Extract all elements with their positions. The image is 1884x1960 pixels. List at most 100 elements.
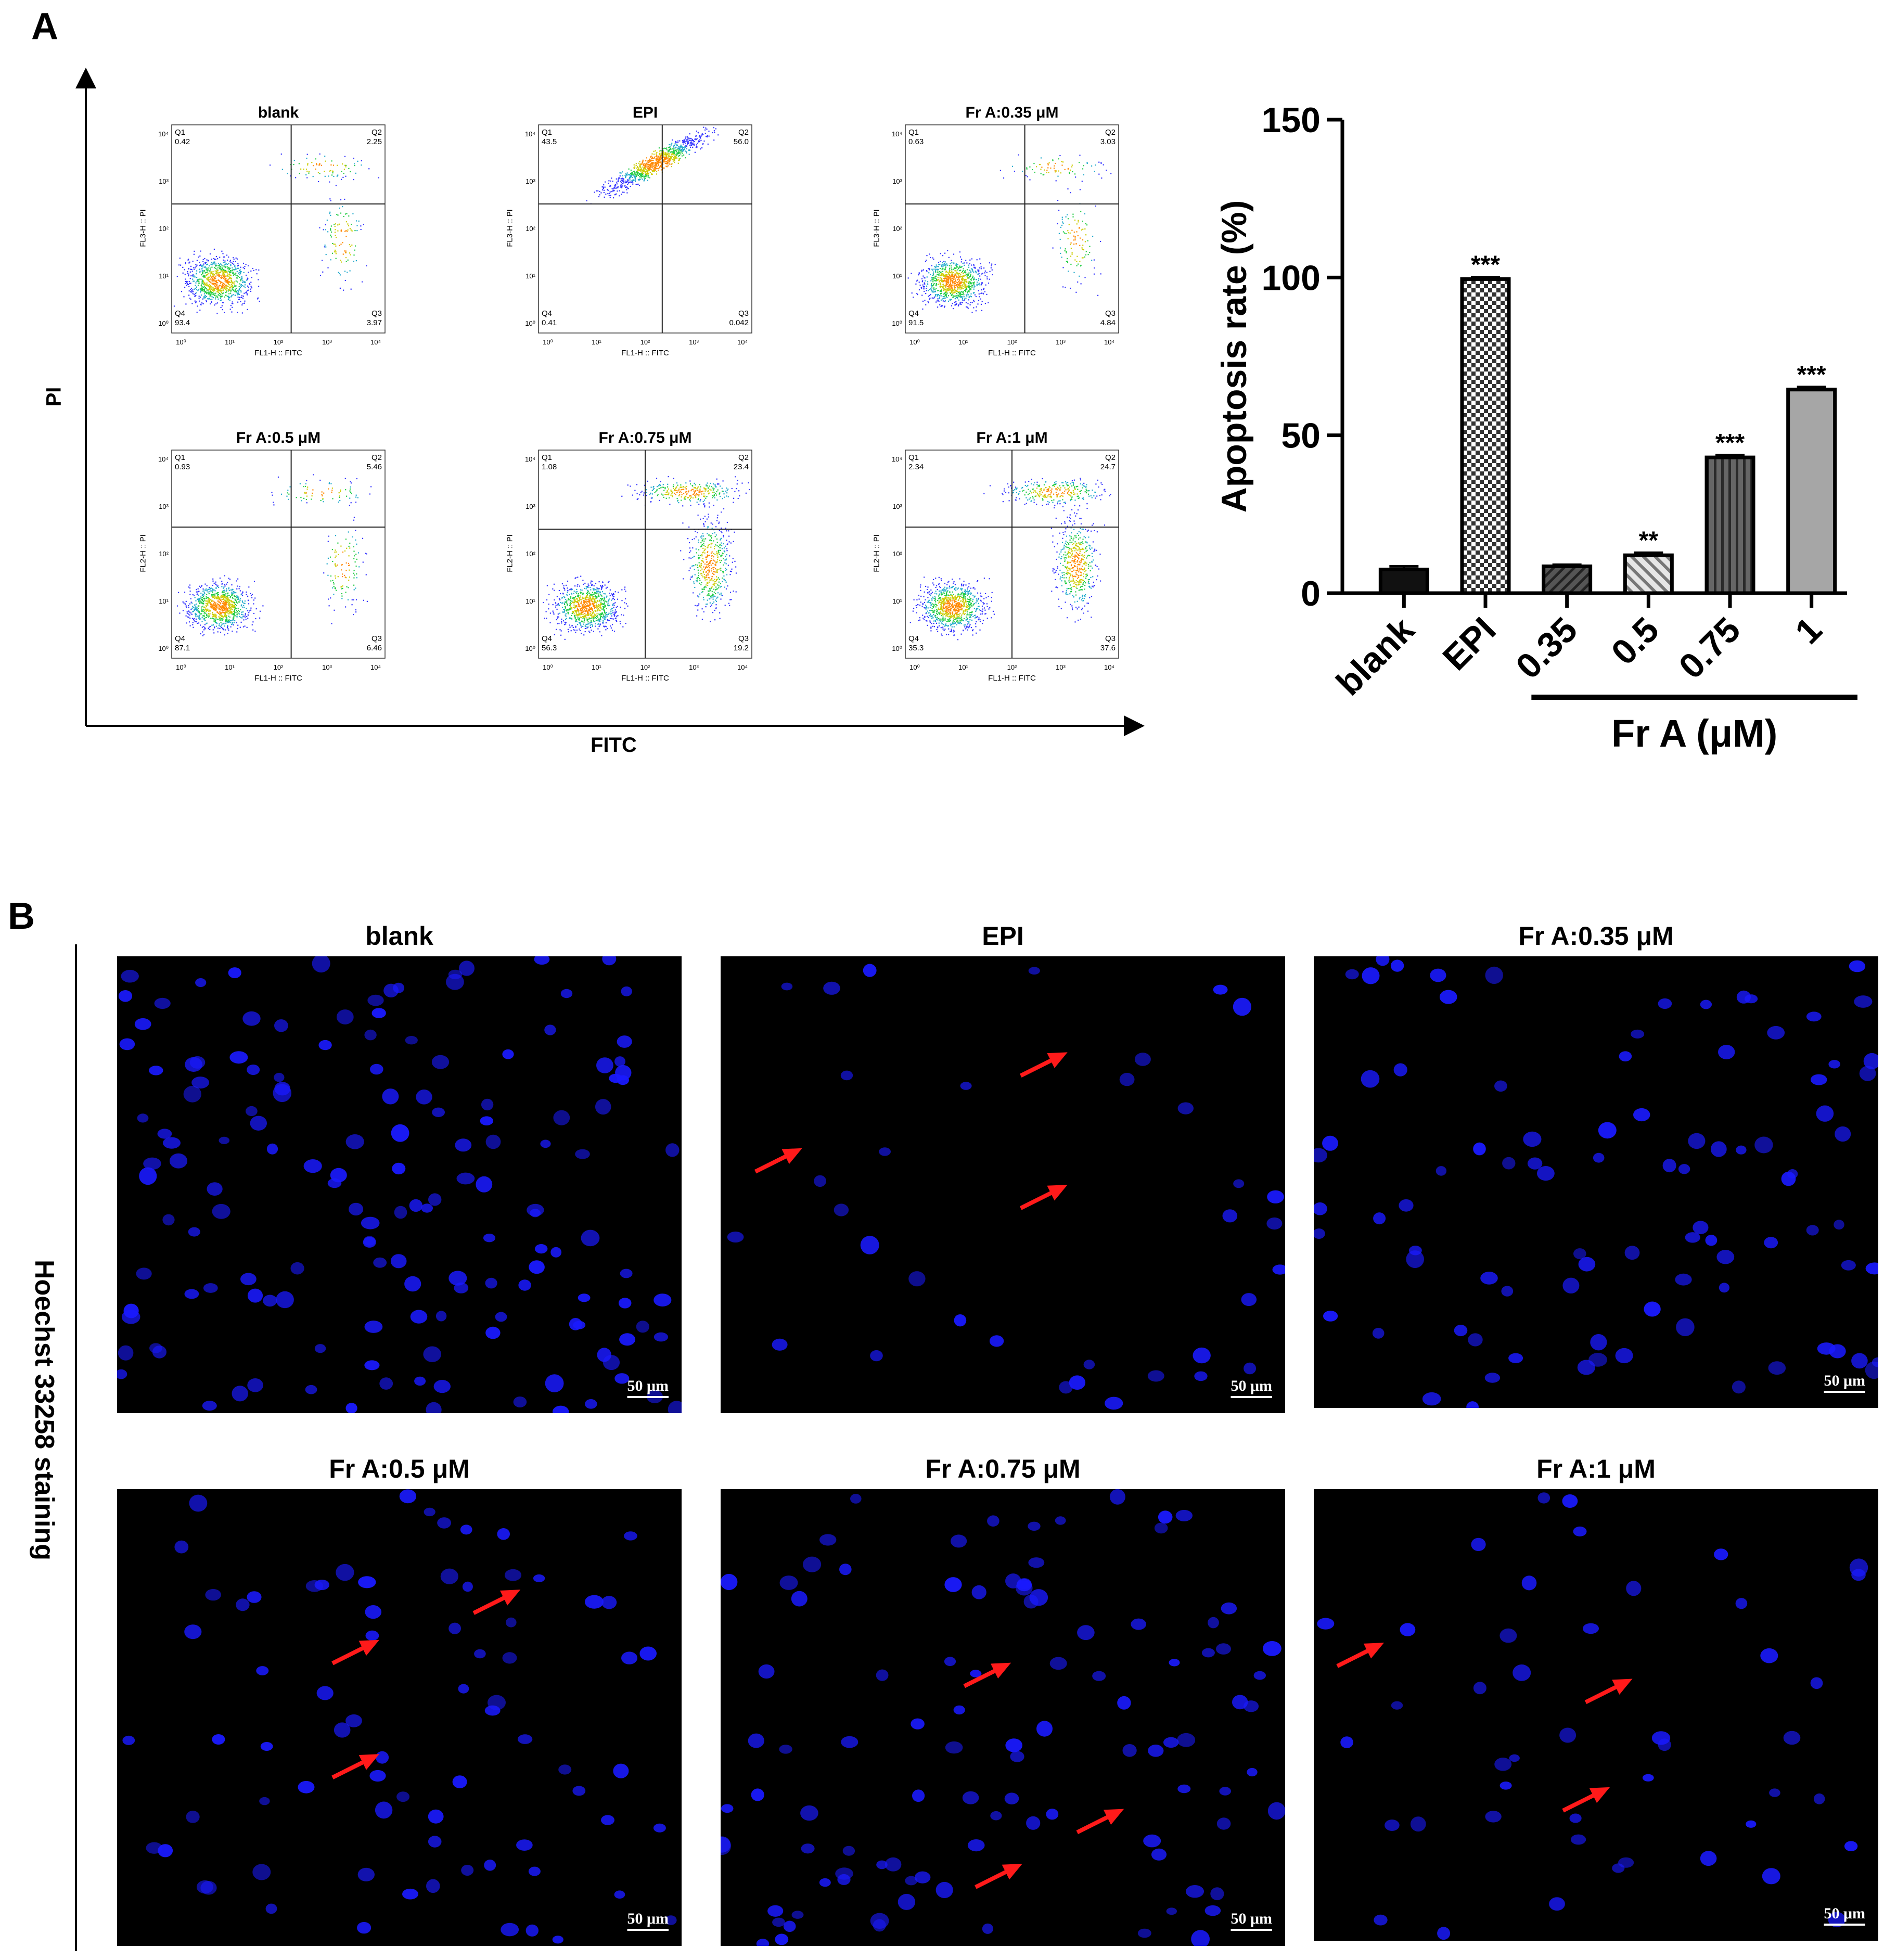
quadrant-name: Q1 <box>175 453 186 462</box>
flow-plot-canvas: 10⁰ 10⁰ 10¹ 10¹ 10² 10² 10³ 10³ 10⁴ 10⁴ <box>158 450 386 671</box>
nucleus <box>653 1293 672 1306</box>
nucleus <box>1626 1581 1642 1596</box>
nucleus <box>819 1534 837 1546</box>
significance-label: *** <box>1715 429 1745 457</box>
nucleus <box>987 1515 999 1527</box>
flow-y-tick-label: 10⁴ <box>892 455 902 463</box>
nucleus <box>1029 1589 1048 1606</box>
nucleus <box>361 1216 380 1229</box>
nucleus <box>1480 1272 1498 1285</box>
nucleus <box>136 1267 152 1280</box>
quadrant-value: 3.03 <box>1100 137 1116 146</box>
nucleus <box>357 1867 375 1881</box>
nucleus <box>1768 1361 1786 1375</box>
nucleus <box>391 1124 409 1142</box>
quadrant-value: 0.042 <box>729 318 749 327</box>
flow-x-tick-label: 10³ <box>689 338 699 346</box>
nucleus <box>767 1905 784 1917</box>
quadrant-value: 87.1 <box>175 644 190 652</box>
flow-y-tick-label: 10⁴ <box>892 130 902 138</box>
flow-plot-title: EPI <box>632 104 658 121</box>
flow-y-tick-label: 10⁰ <box>158 645 169 652</box>
nucleus <box>1436 1166 1447 1176</box>
nucleus <box>1267 1190 1284 1203</box>
nucleus <box>474 1649 486 1659</box>
nucleus <box>1523 1131 1542 1147</box>
nucleus <box>1863 1053 1878 1070</box>
nucleus <box>452 1775 467 1788</box>
nucleus <box>621 986 632 996</box>
nucleus <box>448 1271 467 1286</box>
nucleus <box>118 990 133 1002</box>
nucleus <box>613 1763 629 1778</box>
nucleus <box>1624 1246 1640 1260</box>
nucleus <box>569 1318 582 1330</box>
nucleus <box>1513 1664 1531 1681</box>
quadrant-label-q1: Q1 2.34 <box>908 453 940 472</box>
nucleus <box>1137 1928 1151 1938</box>
nucleus <box>373 1257 387 1268</box>
nucleus <box>137 1113 149 1123</box>
quadrant-label-q2: Q2 5.46 <box>351 453 382 472</box>
quadrant-value: 23.4 <box>733 463 749 471</box>
flow-plot: Fr A:1 μM 10⁰ 10⁰ 10¹ 10¹ 10² 10² 10³ 10³ 10⁴ 10⁴ Q… <box>873 429 1129 705</box>
nucleus <box>544 1024 556 1035</box>
nucleus <box>154 997 171 1009</box>
nucleus <box>585 1399 597 1409</box>
nucleus <box>247 1378 263 1392</box>
quadrant-value: 0.41 <box>542 318 557 327</box>
nucleus <box>1562 1494 1578 1508</box>
flow-plot: Fr A:0.5 μM 10⁰ 10⁰ 10¹ 10¹ 10² 10² 10³ 10³ 10⁴ 10… <box>139 429 395 705</box>
quadrant-value: 35.3 <box>908 644 924 652</box>
quadrant-name: Q3 <box>371 309 382 318</box>
quadrant-label-q2: Q2 3.03 <box>1084 128 1116 147</box>
quadrant-name: Q2 <box>371 453 382 462</box>
nucleus <box>665 1143 680 1157</box>
flow-x-tick-label: 10⁰ <box>909 663 920 671</box>
nucleus <box>274 1082 290 1096</box>
nucleus <box>914 1871 931 1884</box>
nucleus <box>409 1199 422 1212</box>
nucleus <box>1710 1141 1727 1157</box>
nucleus <box>1026 1816 1041 1830</box>
quadrant-name: Q3 <box>738 309 749 318</box>
nucleus <box>426 1402 442 1413</box>
nucleus <box>1844 1841 1858 1851</box>
nucleus <box>1494 1080 1507 1092</box>
nucleus <box>480 1116 493 1125</box>
nucleus <box>1466 1401 1479 1408</box>
nucleus <box>513 1397 527 1407</box>
nucleus <box>363 1237 376 1248</box>
nucleus <box>247 1288 263 1303</box>
flow-y-tick-label: 10⁴ <box>525 455 535 463</box>
nucleus <box>431 1055 450 1069</box>
nucleus <box>518 1279 531 1291</box>
nucleus <box>367 994 384 1006</box>
nucleus <box>414 1376 426 1386</box>
nucleus <box>502 1049 514 1059</box>
nucleus <box>446 973 464 990</box>
nucleus <box>330 1168 347 1183</box>
nucleus <box>189 1494 208 1512</box>
nucleus <box>143 1157 161 1170</box>
nucleus <box>1345 969 1359 980</box>
nucleus <box>485 1134 501 1149</box>
nucleus <box>428 1193 442 1206</box>
hoechst-panel-title: Fr A:0.35 μM <box>1518 921 1674 951</box>
nucleus <box>876 1860 888 1869</box>
nucleus <box>1322 1135 1338 1151</box>
nucleus <box>545 1374 564 1392</box>
nucleus <box>908 1271 926 1287</box>
nucleus <box>364 1029 377 1041</box>
nucleus <box>437 1517 451 1529</box>
nucleus <box>314 1580 329 1590</box>
apoptosis-arrow-head <box>781 1148 802 1164</box>
flow-x-tick-label: 10⁰ <box>176 663 186 671</box>
nucleus <box>800 1805 818 1821</box>
nucleus <box>781 982 793 991</box>
nucleus <box>1186 1885 1204 1898</box>
panel-a-label: A <box>31 6 58 47</box>
flow-plot-ylabel: FL3-H :: PI <box>872 209 881 247</box>
nucleus <box>334 1722 351 1738</box>
flow-plot-xlabel: FL1-H :: FITC <box>621 674 669 683</box>
